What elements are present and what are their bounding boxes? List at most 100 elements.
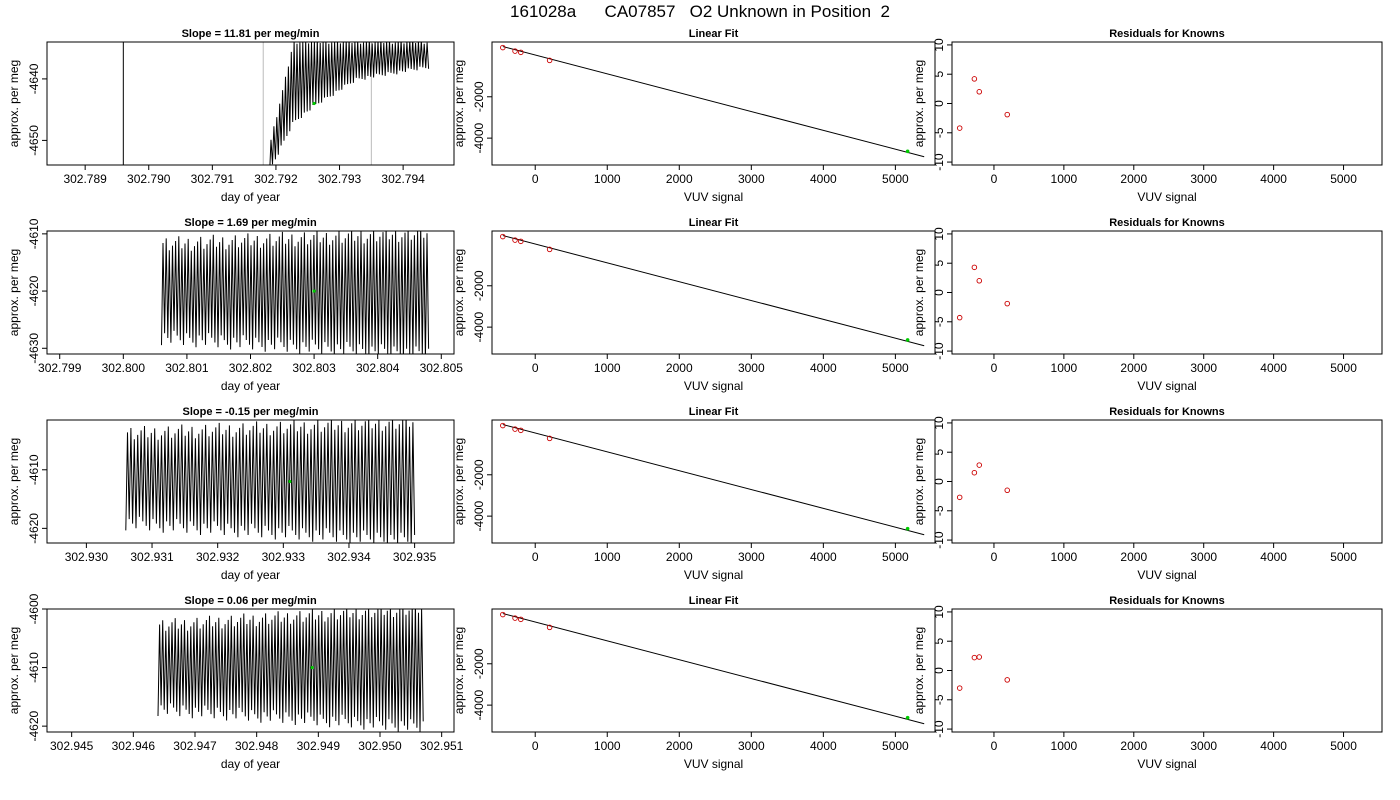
r1-ts-xtick-label: 302.802 — [229, 361, 273, 375]
r2-fit-ytick-label: -2000 — [472, 459, 486, 490]
r2-fit-fit-line — [502, 424, 925, 536]
r2-fit-known-point — [512, 426, 518, 432]
r0-resid-ytick-label: 0 — [932, 100, 946, 107]
r1-resid-ytick-label: 10 — [932, 227, 946, 241]
r2-ts-ylabel: approx. per meg — [7, 438, 21, 525]
r3-ts-xlabel: day of year — [221, 757, 280, 771]
r1-resid-xtick-label: 4000 — [1260, 361, 1287, 375]
r2-ts-unknown-point — [288, 479, 292, 484]
r3-resid-xtick-label: 1000 — [1051, 739, 1078, 753]
r0-fit-plot-area — [500, 44, 925, 158]
r1-fit-xtick-label: 2000 — [666, 361, 693, 375]
r2-resid-plot-area — [956, 462, 1010, 501]
r2-resid-xtick-label: 4000 — [1260, 550, 1287, 564]
r1-resid-frame — [951, 230, 1383, 355]
r2-fit-xtick-label: 5000 — [882, 550, 909, 564]
r3-ts-unknown-point — [310, 665, 314, 670]
r3-fit-known-point — [518, 616, 524, 623]
r1-ts-ytick-label: -4610 — [27, 218, 41, 249]
r3-ts-xtick-label: 302.951 — [420, 739, 464, 753]
r2-fit-frame — [491, 419, 936, 544]
r3-resid-ytick-label: 0 — [932, 667, 946, 674]
r3-fit-xtick-label: 4000 — [810, 739, 837, 753]
r3-fit-xtick-label: 2000 — [666, 739, 693, 753]
r3-resid-xtick-label: 3000 — [1190, 739, 1217, 753]
r0-fit-frame — [491, 41, 936, 166]
r1-ts-trace-line — [161, 231, 430, 354]
r0-ts-frame — [46, 41, 455, 166]
r3-fit-ytick-label: -4000 — [472, 689, 486, 720]
r2-ts-title: Slope = -0.15 per meg/min — [182, 406, 318, 418]
r0-resid-ytick-label: -10 — [932, 153, 946, 171]
r0-ts-ytick-label: -4650 — [27, 125, 41, 156]
r1-fit-xlabel: VUV signal — [684, 379, 743, 393]
r0-resid-ytick-label: 5 — [932, 71, 946, 78]
r1-resid-ytick-label: -5 — [932, 316, 946, 327]
r3-ts-title: Slope = 0.06 per meg/min — [184, 595, 317, 607]
r2-resid-xtick-label: 5000 — [1330, 550, 1357, 564]
r1-resid-xtick-label: 5000 — [1330, 361, 1357, 375]
r3-fit-plot-area — [500, 611, 925, 725]
r2-fit-xlabel: VUV signal — [684, 568, 743, 582]
r3-fit-known-point — [500, 611, 506, 618]
r3-resid-plot-area — [956, 654, 1010, 691]
r1-ts-xlabel: day of year — [221, 379, 280, 393]
r0-resid-ytick-label: -5 — [932, 127, 946, 138]
r3-fit-xlabel: VUV signal — [684, 757, 743, 771]
r2-ts-xtick-label: 302.930 — [65, 550, 109, 564]
r2-ts-ytick-label: -4610 — [27, 454, 41, 485]
r1-ts-ytick-label: -4630 — [27, 333, 41, 364]
r0-ts-xtick-label: 302.793 — [318, 172, 362, 186]
r3-fit-xtick-label: 1000 — [594, 739, 621, 753]
r0-ts-xtick-label: 302.789 — [63, 172, 107, 186]
r1-fit-fit-line — [502, 235, 925, 347]
r2-resid-residual-point — [1004, 487, 1010, 494]
r1-fit-xtick-label: 5000 — [882, 361, 909, 375]
r1-resid-xtick-label: 1000 — [1051, 361, 1078, 375]
r3-fit-ylabel: approx. per meg — [452, 627, 466, 714]
r2-resid-frame — [951, 419, 1383, 544]
r2-fit-xtick-label: 0 — [532, 550, 539, 564]
r0-resid-title: Residuals for Knowns — [1109, 28, 1225, 40]
r1-ts-xtick-label: 302.800 — [102, 361, 146, 375]
r0-ts-trace-line — [269, 42, 430, 165]
r1-fit-xtick-label: 4000 — [810, 361, 837, 375]
r3-resid-residual-point — [976, 654, 983, 660]
r1-fit-xtick-label: 0 — [532, 361, 539, 375]
r1-ts-xtick-label: 302.805 — [420, 361, 464, 375]
r3-ts-frame — [46, 608, 455, 733]
r0-resid-ylabel: approx. per meg — [912, 60, 926, 147]
r0-resid-xtick-label: 4000 — [1260, 172, 1287, 186]
r3-ts-ylabel: approx. per meg — [7, 627, 21, 714]
r3-fit-unknown-point — [905, 715, 910, 720]
r3-fit-xtick-label: 5000 — [882, 739, 909, 753]
r1-ts-xtick-label: 302.804 — [356, 361, 400, 375]
r0-fit-xtick-label: 5000 — [882, 172, 909, 186]
r0-ts-ytick-label: -4640 — [27, 63, 41, 94]
r1-ts-plot-area — [161, 231, 430, 354]
r2-fit-xtick-label: 3000 — [738, 550, 765, 564]
r3-resid-residual-point — [971, 654, 978, 661]
r1-fit-frame — [491, 230, 936, 355]
r0-fit-known-point — [546, 57, 553, 64]
r0-fit-known-point — [518, 49, 524, 56]
r1-resid-xtick-label: 0 — [991, 361, 998, 375]
r3-resid-frame — [951, 608, 1383, 733]
r3-ts-xtick-label: 302.950 — [358, 739, 402, 753]
r3-ts-xtick-label: 302.947 — [173, 739, 217, 753]
r1-ts-frame — [46, 230, 455, 355]
r0-ts-title: Slope = 11.81 per meg/min — [182, 28, 320, 40]
r1-resid-title: Residuals for Knowns — [1109, 217, 1225, 229]
r2-resid-xtick-label: 0 — [991, 550, 998, 564]
r1-resid-ytick-label: 5 — [932, 260, 946, 267]
r1-resid-ytick-label: 0 — [932, 289, 946, 296]
r2-ts-xtick-label: 302.932 — [196, 550, 240, 564]
r1-fit-ylabel: approx. per meg — [452, 249, 466, 336]
r0-resid-xtick-label: 5000 — [1330, 172, 1357, 186]
r0-resid-residual-point — [971, 76, 978, 82]
r1-fit-known-point — [500, 233, 506, 240]
r1-ts-xtick-label: 302.801 — [165, 361, 209, 375]
r0-fit-xtick-label: 3000 — [738, 172, 765, 186]
r0-ts-xtick-label: 302.792 — [254, 172, 298, 186]
r0-fit-unknown-point — [905, 149, 910, 154]
